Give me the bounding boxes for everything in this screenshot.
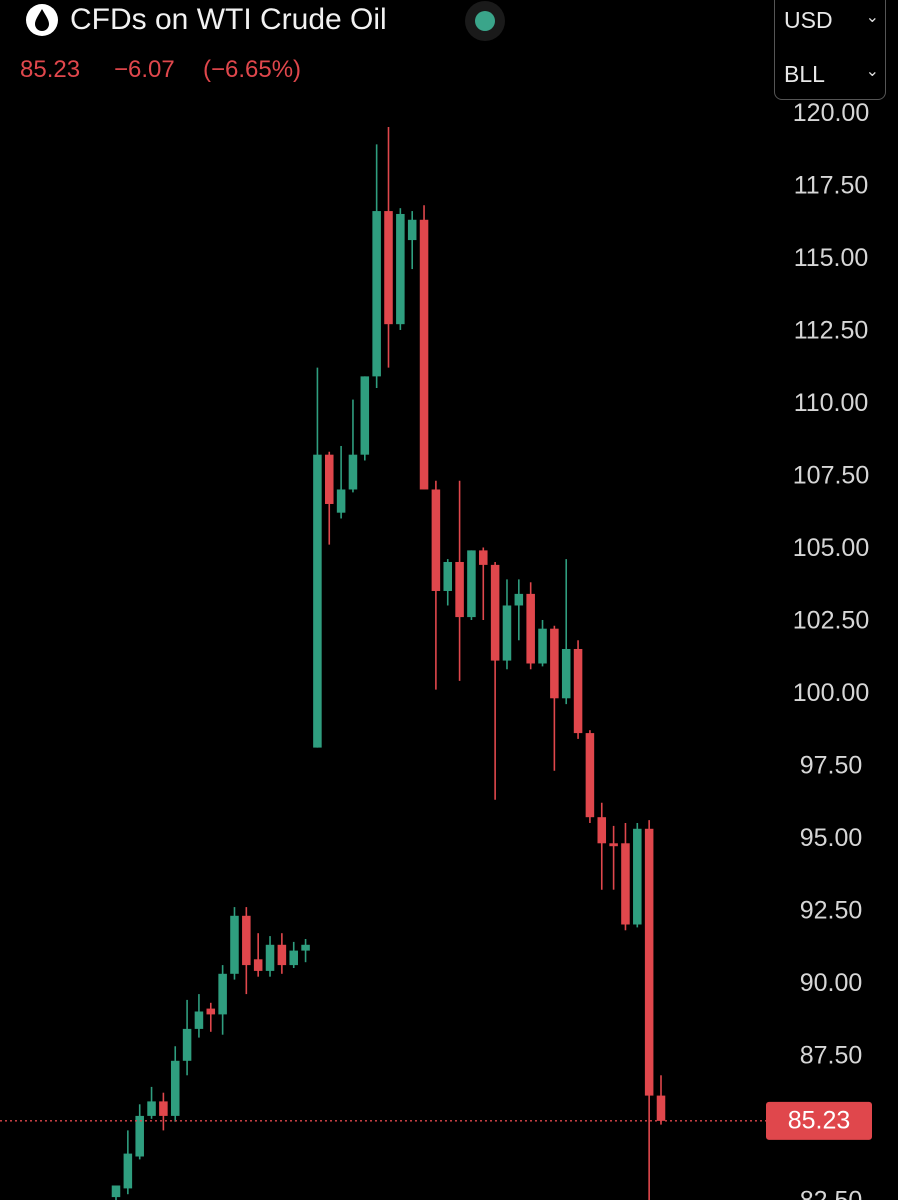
- candle-body: [159, 1101, 168, 1116]
- candle-body: [218, 973, 227, 1015]
- price-change-pct: (−6.65%): [203, 56, 301, 83]
- candle-body: [656, 1095, 666, 1121]
- candle-body: [360, 376, 370, 455]
- candle-body: [384, 211, 393, 325]
- y-tick-label: 117.50: [794, 172, 869, 200]
- candle-body: [206, 1008, 216, 1015]
- price-header: 85.23 −6.07 (−6.65%): [20, 56, 301, 83]
- y-tick-label: 90.00: [800, 969, 863, 997]
- y-tick-label: 92.50: [800, 897, 863, 925]
- last-price: 85.23: [20, 56, 80, 83]
- y-tick-label: 95.00: [800, 824, 863, 852]
- candle-body: [419, 219, 429, 490]
- candle-body: [111, 1185, 121, 1198]
- droplet: [35, 9, 49, 31]
- price-change: −6.07: [114, 56, 175, 83]
- candle-body: [467, 550, 476, 618]
- candle-body: [490, 564, 500, 661]
- candle-body: [526, 593, 535, 664]
- candle-body: [538, 628, 547, 664]
- candle-body: [514, 593, 524, 606]
- y-tick-label: 120.00: [793, 99, 869, 127]
- chart-title: CFDs on WTI Crude Oil: [70, 3, 387, 36]
- candle-body: [455, 561, 464, 618]
- candle-body: [502, 605, 512, 661]
- candle-body: [597, 817, 607, 844]
- candle-body: [348, 454, 358, 490]
- candle-body: [277, 944, 287, 966]
- candle-body: [407, 219, 417, 241]
- y-tick-label: 107.50: [793, 462, 869, 490]
- y-tick-label: 102.50: [793, 607, 869, 635]
- last-price-label: 85.23: [788, 1106, 851, 1134]
- currency: USD: [784, 7, 833, 33]
- candle-body: [431, 489, 441, 591]
- candle-body: [479, 550, 488, 565]
- y-tick-label: 87.50: [800, 1042, 863, 1070]
- candle-body: [194, 1011, 204, 1029]
- candle-body: [372, 211, 381, 377]
- candle-body: [633, 828, 642, 925]
- y-tick-label: 112.50: [794, 317, 869, 345]
- candle-body: [621, 843, 630, 925]
- candle-body: [170, 1060, 180, 1116]
- candle-body: [242, 915, 251, 966]
- candle-body: [253, 959, 263, 971]
- candle-body: [561, 648, 571, 699]
- candle-body: [265, 944, 275, 971]
- candle-body: [443, 561, 453, 591]
- candle-body: [230, 915, 239, 974]
- unit-select[interactable]: BLL ⌄: [784, 61, 879, 87]
- y-tick-label: 105.00: [793, 534, 869, 562]
- candle-body: [182, 1028, 192, 1061]
- candle-body: [550, 628, 559, 699]
- candle-body: [301, 944, 310, 951]
- candle-body: [289, 950, 298, 966]
- last-price-tag: [766, 1101, 872, 1140]
- y-tick-label: 97.50: [800, 752, 863, 780]
- y-tick-label: 110.00: [794, 389, 869, 417]
- candle-body: [123, 1153, 133, 1189]
- candle-body: [573, 648, 583, 734]
- candle-body: [147, 1101, 156, 1116]
- candle-body: [609, 843, 618, 847]
- candle-body: [644, 828, 654, 1096]
- candle-body: [336, 489, 346, 513]
- candle-body: [135, 1115, 144, 1157]
- y-tick-label: 100.00: [793, 679, 869, 707]
- candle-body: [396, 213, 405, 325]
- unit: BLL: [784, 61, 825, 87]
- market-status: [475, 11, 495, 31]
- candle-body: [585, 733, 595, 818]
- currency-select[interactable]: USD ⌄: [784, 7, 879, 33]
- selector-box: USD ⌄ BLL ⌄: [774, 0, 886, 100]
- y-tick-label: 82.50: [800, 1187, 863, 1200]
- y-tick-label: 115.00: [794, 244, 869, 272]
- candle-body: [313, 454, 322, 748]
- candle-body: [324, 454, 334, 504]
